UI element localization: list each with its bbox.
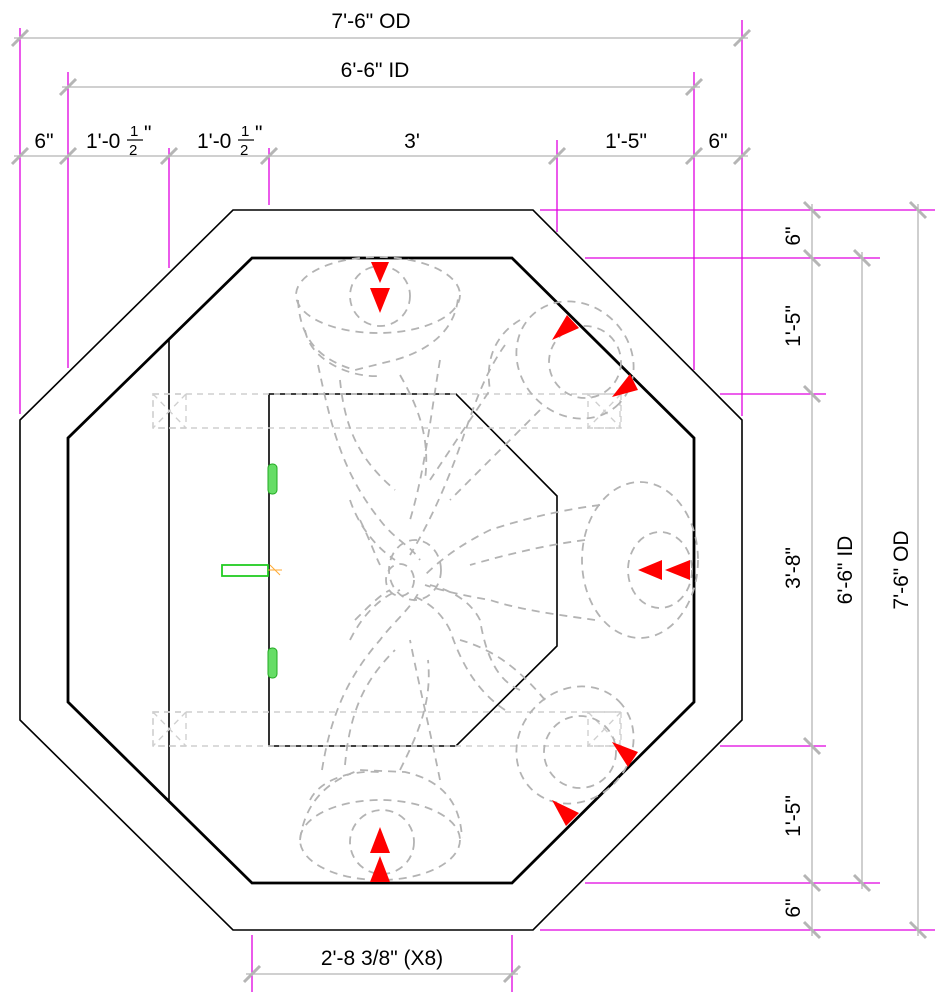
manhole-structure [19, 209, 743, 931]
svg-text:2: 2 [129, 142, 137, 159]
dim-right-seg-top: 1'-5" [782, 305, 805, 347]
flow-arrow-right-1 [638, 560, 662, 580]
dim-right-overall-od: 7'-6" OD [890, 530, 913, 609]
flow-arrows [370, 262, 690, 882]
dim-overall-id-top: 6'-6" ID [341, 59, 410, 82]
dim-segment-3: 3' [404, 130, 420, 153]
flow-arrow-right-2 [665, 560, 690, 580]
dim-segment-1: 1'-0 1 2 " [86, 122, 151, 159]
dim-right-wall-bottom: 6" [782, 898, 805, 917]
flow-arrow-lr-1 [612, 742, 638, 767]
hinge-bottom [267, 647, 278, 679]
svg-text:2: 2 [240, 142, 248, 159]
equipment-pad [268, 393, 558, 747]
outer-octagon-wall [19, 209, 743, 931]
flow-arrow-top-1 [371, 262, 389, 283]
dim-wall-right: 6" [708, 130, 727, 153]
inner-octagon-wall [66, 256, 696, 885]
svg-text:1: 1 [130, 123, 138, 140]
svg-text:1'-0: 1'-0 [197, 130, 231, 153]
dim-segment-2: 1'-0 1 2 " [197, 122, 262, 159]
svg-text:": " [144, 122, 151, 145]
svg-text:1'-0: 1'-0 [86, 130, 120, 153]
flow-arrow-lr-2 [552, 800, 579, 826]
flow-arrow-ur-1 [552, 315, 579, 340]
dimension-lines [10, 28, 928, 984]
dim-right-seg-mid: 3'-8" [782, 547, 805, 589]
dim-right-overall-id: 6'-6" ID [834, 536, 857, 605]
dim-right-wall-top: 6" [782, 226, 805, 245]
dim-right-seg-bottom: 1'-5" [782, 795, 805, 837]
hinge-top [267, 463, 278, 495]
flow-arrow-ur-2 [612, 374, 638, 397]
support-beams [152, 393, 622, 747]
flow-arrow-top-2 [370, 288, 390, 313]
dim-side-length: 2'-8 3/8" (X8) [321, 947, 443, 970]
access-fixtures [221, 463, 282, 679]
flow-arrow-bottom-1 [370, 827, 390, 853]
svg-text:1: 1 [241, 123, 249, 140]
svg-text:": " [255, 122, 262, 145]
hatch-handle [221, 564, 269, 577]
hidden-pump-equipment [295, 256, 699, 881]
flow-arrow-bottom-2 [370, 856, 390, 882]
dimension-labels: 7'-6" OD 6'-6" ID 6" 1'-0 1 2 " 1'-0 1 2… [34, 10, 913, 970]
extension-lines [19, 20, 935, 992]
dim-segment-4: 1'-5" [605, 130, 647, 153]
dim-overall-od-top: 7'-6" OD [331, 10, 410, 33]
dim-wall-left: 6" [34, 130, 53, 153]
